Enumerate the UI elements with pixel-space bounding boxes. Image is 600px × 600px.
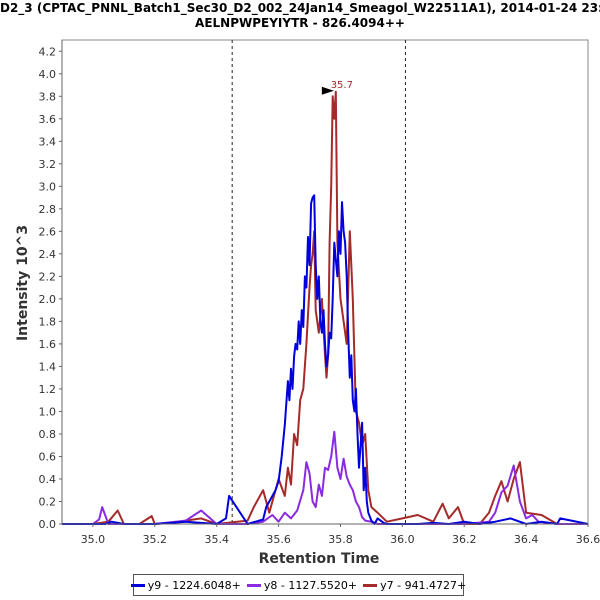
y-tick-label: 0.4	[39, 473, 57, 486]
y-tick-label: 0.2	[39, 495, 57, 508]
series-line-y7	[62, 90, 588, 525]
y-tick-label: 1.8	[39, 315, 57, 328]
x-tick-label: 36.6	[576, 533, 600, 546]
legend-label: y9 - 1224.6048+	[147, 578, 241, 592]
legend-item: y8 - 1127.5520+	[246, 578, 358, 592]
chart-subtitle: AELNPWPEYIYTR - 826.4094++	[195, 16, 405, 30]
legend-label: y8 - 1127.5520+	[263, 578, 358, 592]
y-tick-label: 1.0	[39, 405, 57, 418]
y-tick-label: 2.2	[39, 270, 57, 283]
y-tick-label: 3.0	[39, 180, 57, 193]
legend-swatch	[130, 583, 145, 587]
x-tick-label: 35.0	[81, 533, 106, 546]
peak-marker-arrow	[321, 86, 334, 95]
y-tick-label: 3.4	[39, 135, 57, 148]
plot-area	[61, 39, 589, 525]
y-tick-label: 0.0	[39, 518, 57, 531]
y-tick-label: 3.8	[39, 90, 57, 103]
y-tick-label: 3.6	[39, 113, 57, 126]
x-tick-label: 35.8	[328, 533, 353, 546]
x-tick-label: 36.4	[514, 533, 539, 546]
y-tick-label: 0.8	[39, 428, 57, 441]
chart-legend: y9 - 1224.6048+ y8 - 1127.5520+ y7 - 941.4…	[130, 574, 466, 596]
legend-item: y9 - 1224.6048+	[130, 578, 241, 592]
legend-swatch	[363, 583, 378, 587]
y-tick-label: 1.2	[39, 383, 57, 396]
x-tick-label: 36.0	[390, 533, 415, 546]
y-tick-label: 4.0	[39, 68, 57, 81]
y-tick-label: 1.6	[39, 338, 57, 351]
y-tick-label: 2.0	[39, 293, 57, 306]
legend-label: y7 - 941.4727+	[380, 578, 467, 592]
chart-title: D2_3 (CPTAC_PNNL_Batch1_Sec30_D2_002_24J…	[0, 1, 600, 15]
legend-swatch	[246, 583, 261, 587]
y-tick-label: 3.2	[39, 158, 57, 171]
x-tick-label: 35.6	[266, 533, 291, 546]
y-tick-label: 0.6	[39, 450, 57, 463]
y-tick-label: 2.8	[39, 203, 57, 216]
x-axis-label: Retention Time	[259, 551, 380, 567]
x-tick-label: 35.2	[143, 533, 168, 546]
y-tick-label: 1.4	[39, 360, 57, 373]
x-tick-label: 36.2	[452, 533, 477, 546]
y-tick-label: 2.6	[39, 225, 57, 238]
series-line-y9	[62, 194, 589, 525]
y-axis-label: Intensity 10^3	[15, 225, 31, 341]
x-tick-label: 35.4	[204, 533, 229, 546]
legend-item: y7 - 941.4727+	[363, 579, 466, 592]
y-tick-label: 4.2	[39, 45, 57, 58]
y-tick-label: 2.4	[39, 248, 57, 261]
peak-retention-label: 35.7	[331, 80, 353, 91]
